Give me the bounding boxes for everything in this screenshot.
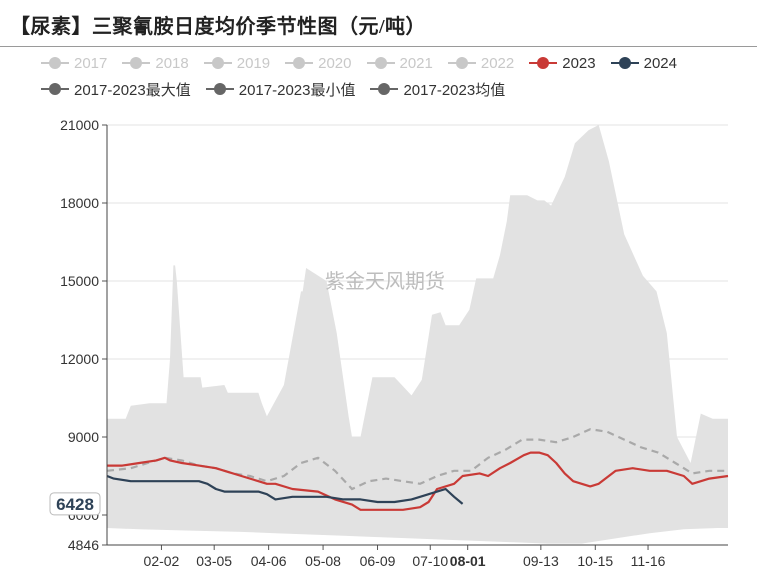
legend-row-stats: 2017-2023最大值 2017-2023最小值 2017-2023均值 [40,76,760,102]
latest-value-label: 6428 [56,495,94,514]
watermark: 紫金天风期货 [325,269,445,293]
title-divider [0,46,757,47]
series-line-2024 [106,474,464,505]
legend-swatch-icon [447,57,476,69]
legend-swatch-icon [203,57,232,69]
y-tick-label: 15000 [60,273,99,289]
legend-label: 2021 [399,54,433,72]
legend-item-2018[interactable]: 2018 [121,54,189,72]
latest-value-badge [49,492,101,516]
legend-swatch-icon [610,57,639,69]
x-tick-label: 06-09 [360,553,396,569]
legend-item-2017[interactable]: 2017 [40,55,107,72]
legend-label: 2023 [562,54,596,72]
legend-swatch-icon [205,83,234,95]
legend-label: 2022 [480,54,515,72]
axis-layer: 4846600090001200015000180002100002-0203-… [49,117,728,569]
legend-label: 2017-2023最小值 [238,81,356,99]
y-tick-label: 21000 [60,117,99,133]
y-tick-label: 9000 [68,429,99,445]
legend-swatch-icon [529,57,558,69]
legend-swatch-icon [41,83,69,95]
series-layer [106,428,729,511]
legend-label: 2017-2023均值 [403,81,506,99]
legend-swatch-icon [370,83,399,95]
x-tick-label: 11-16 [631,553,666,569]
legend-swatch-icon [285,57,314,69]
legend-item-2020[interactable]: 2020 [284,54,352,72]
legend-row-years: 2017 2018 2019 2020 2021 2022 2023 2024 [40,50,760,76]
legend-item-2023[interactable]: 2023 [528,54,596,72]
y-tick-label: 4846 [68,537,99,553]
chart-title: 【尿素】三聚氰胺日度均价季节性图（元/吨） [10,16,427,38]
legend-item-2019[interactable]: 2019 [203,55,270,72]
legend-swatch-icon [366,57,395,69]
x-tick-label: 02-02 [144,553,180,569]
legend-item-2017-2023最小值[interactable]: 2017-2023最小值 [205,79,356,100]
x-tick-label: 10-15 [577,553,613,569]
x-tick-label: 07-10 [412,553,448,569]
x-tick-label: 03-05 [196,553,232,569]
range-band-area [107,125,728,544]
legend-swatch-icon [41,57,69,69]
legend-label: 2018 [155,54,189,72]
band-layer [107,125,728,544]
legend-item-2017-2023最大值[interactable]: 2017-2023最大值 [40,79,191,100]
legend-label: 2024 [643,54,677,72]
legend-item-2022[interactable]: 2022 [447,55,514,72]
legend-label: 2017-2023最大值 [74,81,191,99]
y-tick-label: 18000 [60,195,99,211]
series-line-2023 [107,451,729,511]
legend-swatch-icon [122,57,151,69]
y-tick-label: 12000 [60,351,99,367]
x-tick-label-highlight: 08-01 [450,553,486,569]
legend-item-2017-2023均值[interactable]: 2017-2023均值 [369,79,505,100]
legend: 2017 2018 2019 2020 2021 2022 2023 2024 2017-20… [40,50,760,102]
legend-label: 2017 [74,54,108,72]
x-tick-label: 04-06 [251,553,287,569]
x-tick-label: 05-08 [305,553,341,569]
legend-item-2024[interactable]: 2024 [610,55,677,72]
legend-label: 2020 [318,54,352,72]
legend-item-2021[interactable]: 2021 [366,55,433,72]
x-tick-label: 09-13 [523,553,559,569]
legend-label: 2019 [236,54,271,72]
